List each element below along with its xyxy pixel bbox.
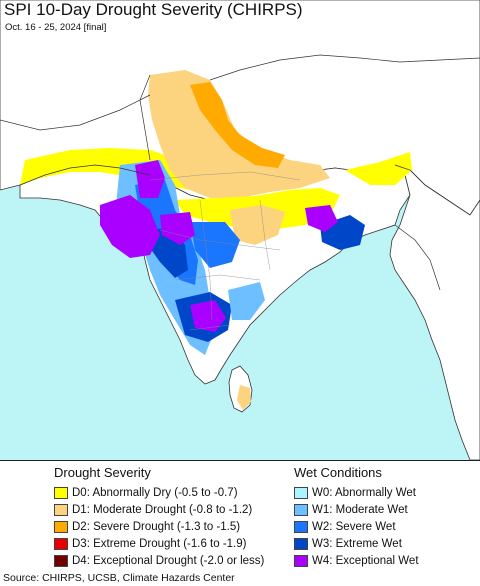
legend-item-w3: W3: Extreme Wet: [294, 535, 419, 552]
d1-central-patch: [230, 205, 285, 245]
map-subtitle: Oct. 16 - 25, 2024 [final]: [5, 22, 107, 33]
swatch-w0: [294, 486, 308, 499]
swatch-w2: [294, 520, 308, 533]
country-borders: [0, 54, 480, 291]
legend-label-d3: D3: Extreme Drought (-1.6 to -1.9): [72, 537, 247, 550]
legend-label-d1: D1: Moderate Drought (-0.8 to -1.2): [72, 503, 253, 516]
wet-legend: Wet Conditions W0: Abnormally Wet W1: Mo…: [294, 465, 419, 569]
d2-northern-hills: [190, 82, 285, 168]
state-borders: [149, 171, 301, 331]
legend-item-d2: D2: Severe Drought (-1.3 to -1.5): [54, 518, 264, 535]
w1-southeast-coast: [228, 282, 265, 320]
legend-item-w4: W4: Exceptional Wet: [294, 552, 419, 569]
w4-southern-core: [190, 300, 226, 332]
legend-item-d4: D4: Exceptional Drought (-2.0 or less): [54, 552, 264, 569]
legend-item-w1: W1: Moderate Wet: [294, 501, 419, 518]
swatch-w3: [294, 537, 308, 550]
drought-legend-heading: Drought Severity: [54, 465, 151, 480]
legend-label-d0: D0: Abnormally Dry (-0.5 to -0.7): [72, 486, 238, 499]
legend-item-d0: D0: Abnormally Dry (-0.5 to -0.7): [54, 484, 264, 501]
drought-legend: Drought Severity D0: Abnormally Dry (-0.…: [54, 465, 264, 569]
swatch-w1: [294, 503, 308, 516]
w4-gujarat-zone: [100, 195, 160, 258]
source-credit: Source: CHIRPS, UCSB, Climate Hazards Ce…: [3, 572, 235, 584]
swatch-d1: [54, 503, 68, 516]
legend-item-w0: W0: Abnormally Wet: [294, 484, 419, 501]
swatch-d2: [54, 520, 68, 533]
legend-label-d4: D4: Exceptional Drought (-2.0 or less): [72, 554, 265, 567]
legend: Drought Severity D0: Abnormally Dry (-0.…: [0, 460, 480, 573]
legend-label-w3: W3: Extreme Wet: [312, 537, 402, 550]
w4-bengal-core: [305, 205, 338, 232]
swatch-w4: [294, 554, 308, 567]
swatch-d4: [54, 554, 68, 567]
drought-map: [0, 0, 480, 460]
legend-label-w0: W0: Abnormally Wet: [312, 486, 416, 499]
map-title: SPI 10-Day Drought Severity (CHIRPS): [4, 0, 303, 19]
legend-item-w2: W2: Severe Wet: [294, 518, 419, 535]
d1-sri-lanka-east: [237, 385, 251, 410]
legend-item-d1: D1: Moderate Drought (-0.8 to -1.2): [54, 501, 264, 518]
legend-label-w2: W2: Severe Wet: [312, 520, 396, 533]
swatch-d0: [54, 486, 68, 499]
legend-label-w1: W1: Moderate Wet: [312, 503, 408, 516]
w4-rajasthan-patch: [135, 160, 165, 198]
wet-legend-heading: Wet Conditions: [294, 465, 382, 480]
legend-item-d3: D3: Extreme Drought (-1.6 to -1.9): [54, 535, 264, 552]
legend-label-w4: W4: Exceptional Wet: [312, 554, 419, 567]
map-canvas: [0, 0, 480, 460]
swatch-d3: [54, 537, 68, 550]
d0-northeast-patch: [345, 152, 412, 185]
w2-central-patch: [190, 222, 240, 268]
legend-label-d2: D2: Severe Drought (-1.3 to -1.5): [72, 520, 241, 533]
